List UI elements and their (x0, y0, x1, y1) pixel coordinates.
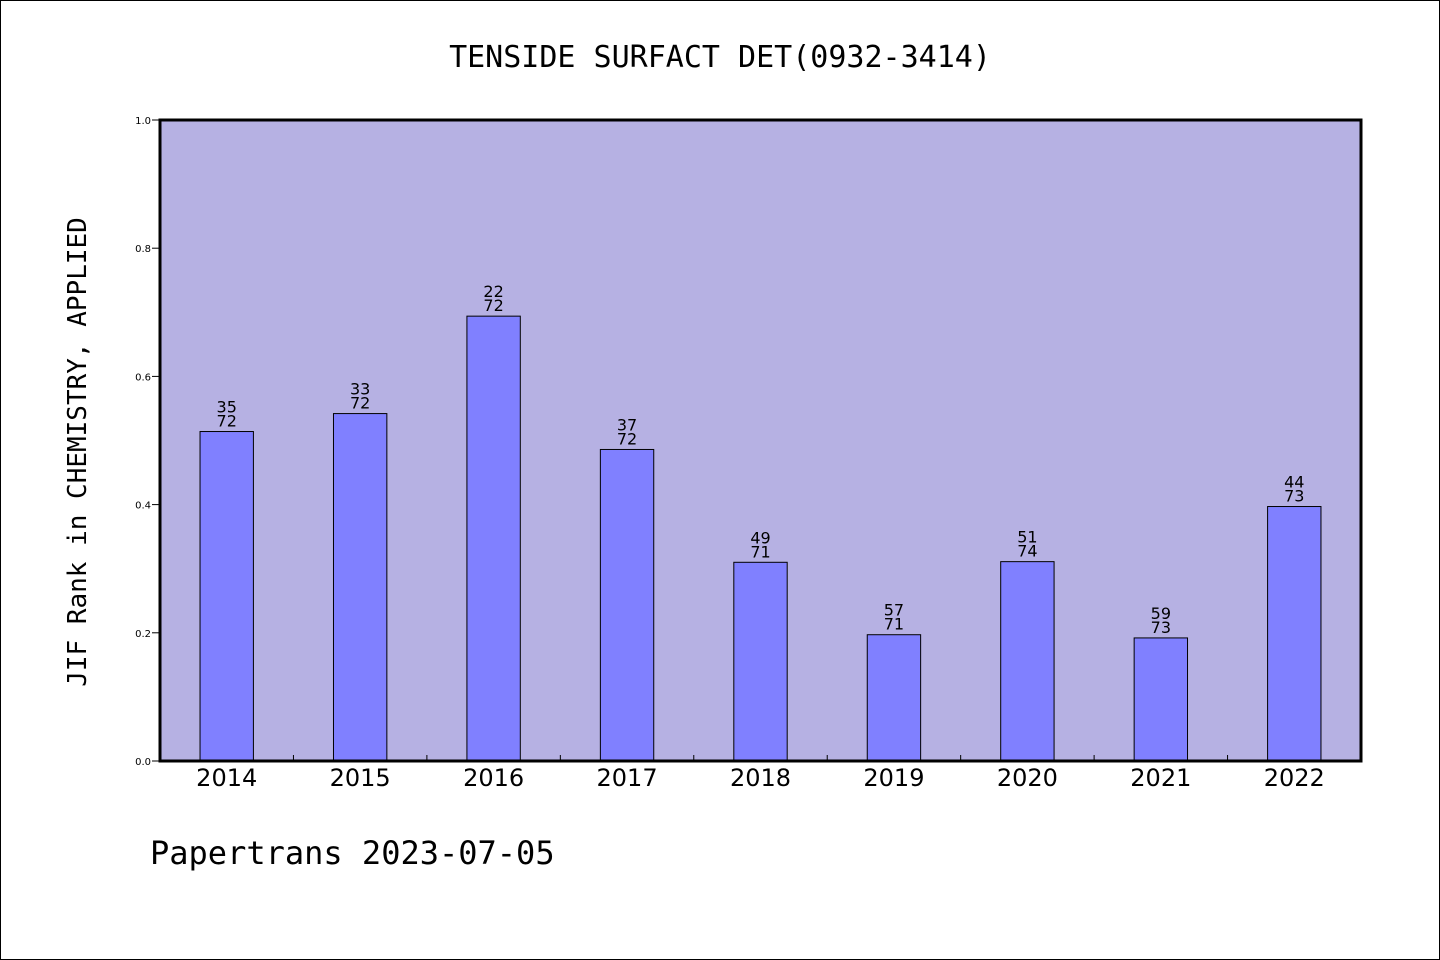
y-axis-label: JIF Rank in CHEMISTRY, APPLIED (63, 217, 93, 687)
bar-2018 (733, 561, 788, 762)
bar-series (199, 315, 1322, 762)
bar-2017 (599, 448, 655, 762)
footer-credit: Papertrans 2023-07-05 (150, 834, 555, 872)
x-tick-label: 2017 (597, 764, 658, 792)
x-tick-label: 2018 (730, 764, 791, 792)
y-tick-label: 0.2 (135, 629, 151, 640)
x-tick-label: 2019 (863, 764, 924, 792)
y-tick-label: 0.8 (135, 244, 151, 255)
bar-label-rank: 22 (483, 282, 503, 301)
x-tick-label: 2020 (997, 764, 1058, 792)
chart-title: TENSIDE SURFACT DET(0932-3414) (449, 40, 991, 75)
x-tick-label: 2015 (330, 764, 391, 792)
bar-2019 (866, 634, 922, 762)
bar-label-total: 71 (750, 542, 770, 561)
bar-label-rank: 51 (1017, 528, 1037, 547)
bar-label-total: 74 (1017, 542, 1037, 561)
bar-2016 (466, 315, 521, 762)
bar-label-rank: 33 (350, 380, 370, 399)
bar-2015 (332, 413, 388, 762)
bar-label-total: 72 (217, 412, 237, 431)
plot-border (158, 118, 1363, 763)
x-tick-label: 2014 (196, 764, 257, 792)
x-axis-ticks: 2014 2015 2016 2017 2018 2019 2020 2021 2022 (196, 755, 1325, 792)
bar-label-total: 71 (884, 615, 904, 634)
bar-label-total: 72 (350, 394, 370, 413)
x-tick-label: 2016 (463, 764, 524, 792)
bar-label-rank: 37 (617, 415, 637, 434)
y-tick-label: 0.6 (135, 372, 151, 383)
bar-2020 (1000, 561, 1055, 762)
x-tick-label: 2021 (1130, 764, 1191, 792)
bar-label-rank: 59 (1151, 604, 1171, 623)
bar-2021 (1133, 637, 1189, 762)
y-tick-label: 0.4 (135, 501, 151, 512)
y-tick-label: 0.0 (135, 757, 151, 768)
bar-label-total: 73 (1284, 487, 1304, 506)
bar-label-rank: 35 (217, 398, 237, 417)
y-tick-label: 1.0 (135, 116, 151, 127)
y-axis-ticks: 0.0 0.2 0.4 0.6 0.8 1.0 (135, 116, 160, 768)
bar-2022 (1267, 506, 1322, 762)
bar-label-total: 72 (617, 429, 637, 448)
bar-label-total: 73 (1151, 618, 1171, 637)
bar-label-rank: 44 (1284, 473, 1304, 492)
bar-2014 (199, 431, 254, 762)
bar-label-rank: 49 (750, 528, 770, 547)
bar-label-rank: 57 (884, 601, 904, 620)
bar-label-total: 72 (483, 296, 503, 315)
x-tick-label: 2022 (1264, 764, 1325, 792)
